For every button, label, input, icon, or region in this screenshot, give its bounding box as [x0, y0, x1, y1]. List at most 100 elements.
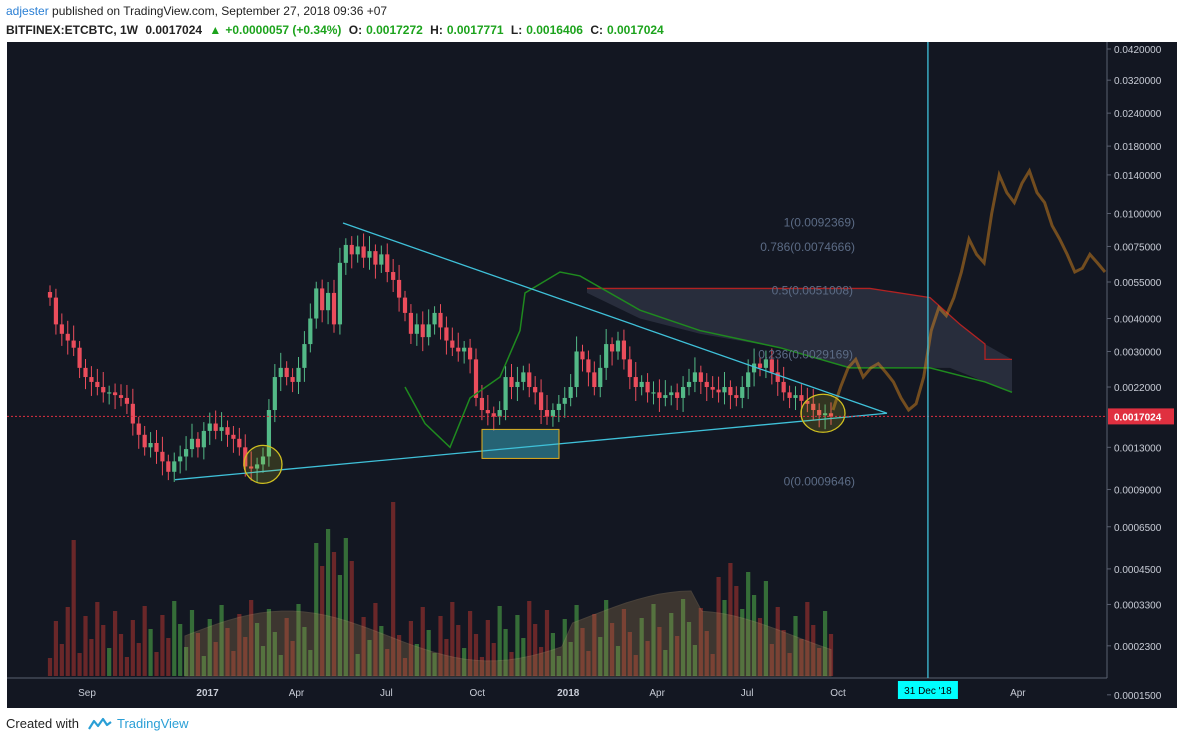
volume-bar	[225, 628, 230, 676]
symbol-label[interactable]: BITFINEX:ETCBTC, 1W	[6, 23, 138, 37]
volume-bar	[118, 634, 124, 676]
candle-body	[438, 312, 443, 328]
volume-bar	[728, 563, 733, 676]
y-tick-label: 0.0140000	[1114, 171, 1162, 182]
volume-bar	[355, 654, 360, 676]
volume-bar	[450, 602, 455, 676]
volume-bar	[680, 599, 686, 676]
candle-body	[479, 397, 485, 411]
volume-bar	[746, 572, 751, 676]
volume-bar	[83, 616, 88, 676]
volume-bar	[95, 602, 100, 676]
low-label: L:	[510, 23, 523, 37]
y-tick-label: 0.0180000	[1114, 142, 1162, 153]
candle-body	[556, 403, 561, 411]
candle-body	[385, 254, 390, 273]
candle-body	[633, 377, 638, 388]
candle-body	[160, 451, 165, 462]
candle-body	[627, 359, 632, 378]
tradingview-brand-link[interactable]: TradingView	[117, 716, 189, 731]
candle-body	[207, 423, 212, 431]
volume-bar	[456, 625, 461, 676]
candle-body	[391, 272, 396, 280]
volume-bar	[53, 621, 59, 676]
candle-body	[716, 389, 721, 393]
y-tick-label: 0.0013000	[1114, 443, 1162, 454]
volume-bar	[302, 627, 307, 676]
candle-body	[521, 372, 526, 382]
fib-level-label: 1(0.0092369)	[784, 216, 855, 230]
volume-bar	[592, 614, 597, 676]
x-tick-label: Apr	[649, 688, 665, 699]
candle-body	[225, 427, 230, 435]
candle-body	[828, 413, 834, 417]
volume-bar	[426, 630, 431, 676]
volume-bar	[515, 615, 520, 676]
candle-body	[278, 367, 283, 378]
candle-body	[83, 367, 88, 378]
quote-line: BITFINEX:ETCBTC, 1W 0.0017024 ▲ +0.000005…	[6, 23, 668, 37]
candle-body	[71, 340, 76, 348]
volume-bar	[402, 658, 408, 676]
close-label: C:	[590, 23, 603, 37]
x-tick-label: 2017	[196, 688, 219, 699]
candle-body	[89, 377, 94, 382]
volume-bar	[639, 618, 644, 676]
volume-bar	[189, 610, 195, 676]
x-tick-label: Jul	[741, 688, 754, 699]
volume-bar	[604, 600, 609, 676]
x-tick-label: 2018	[557, 688, 580, 699]
cloud-red-line	[587, 287, 1012, 361]
volume-bar	[408, 621, 414, 676]
author-link[interactable]: adjester	[6, 4, 49, 18]
volume-bar	[562, 619, 567, 676]
volume-bar	[47, 658, 53, 676]
volume-bar	[633, 655, 638, 676]
y-tick-label: 0.0001500	[1114, 691, 1162, 702]
volume-bar	[249, 600, 254, 676]
candle-body	[811, 403, 816, 411]
volume-bar	[201, 656, 206, 676]
y-tick-label: 0.0320000	[1114, 76, 1162, 87]
candle-body	[497, 410, 502, 417]
volume-bar	[793, 616, 798, 676]
price-chart[interactable]: 0.0420000 0.0320000 0.0240000 0.0180000 0.01…	[0, 42, 1177, 708]
y-tick-label: 0.0055000	[1114, 278, 1162, 289]
volume-bar	[284, 618, 289, 676]
cloud-green-line	[404, 271, 1013, 449]
volume-bar	[432, 653, 437, 676]
volume-bar	[59, 644, 64, 676]
volume-bar	[444, 639, 449, 676]
candle-body	[775, 372, 780, 382]
volume-bar	[568, 642, 573, 676]
volume-bar	[379, 626, 384, 676]
volume-bar	[710, 654, 715, 676]
candle-body	[331, 292, 337, 325]
open-label: O:	[348, 23, 363, 37]
high-label: H:	[430, 23, 443, 37]
candle-body	[456, 347, 461, 352]
fib-level-label: 0(0.0009646)	[784, 475, 855, 489]
candle-body	[302, 344, 307, 368]
support-zone-box	[481, 428, 560, 459]
candle-body	[651, 392, 656, 394]
candle-body	[746, 372, 751, 388]
volume-bar	[538, 647, 544, 676]
volume-bar	[337, 575, 343, 676]
volume-bar	[325, 529, 331, 676]
volume-group	[47, 502, 834, 676]
volume-bar	[207, 619, 212, 676]
volume-bar	[751, 595, 757, 676]
volume-bar	[704, 631, 709, 676]
volume-bar	[130, 620, 135, 676]
candle-body	[574, 351, 579, 388]
volume-bar	[420, 607, 425, 676]
candle-body	[491, 413, 496, 417]
candle-body	[254, 464, 260, 469]
volume-bar	[142, 606, 147, 676]
published-text: published on TradingView.com, September …	[52, 4, 388, 18]
volume-bar	[308, 650, 313, 676]
candle-body	[53, 297, 59, 325]
fib-level-label: 0.786(0.0074666)	[760, 240, 855, 254]
chart-footer: Created with TradingView	[0, 708, 1177, 741]
